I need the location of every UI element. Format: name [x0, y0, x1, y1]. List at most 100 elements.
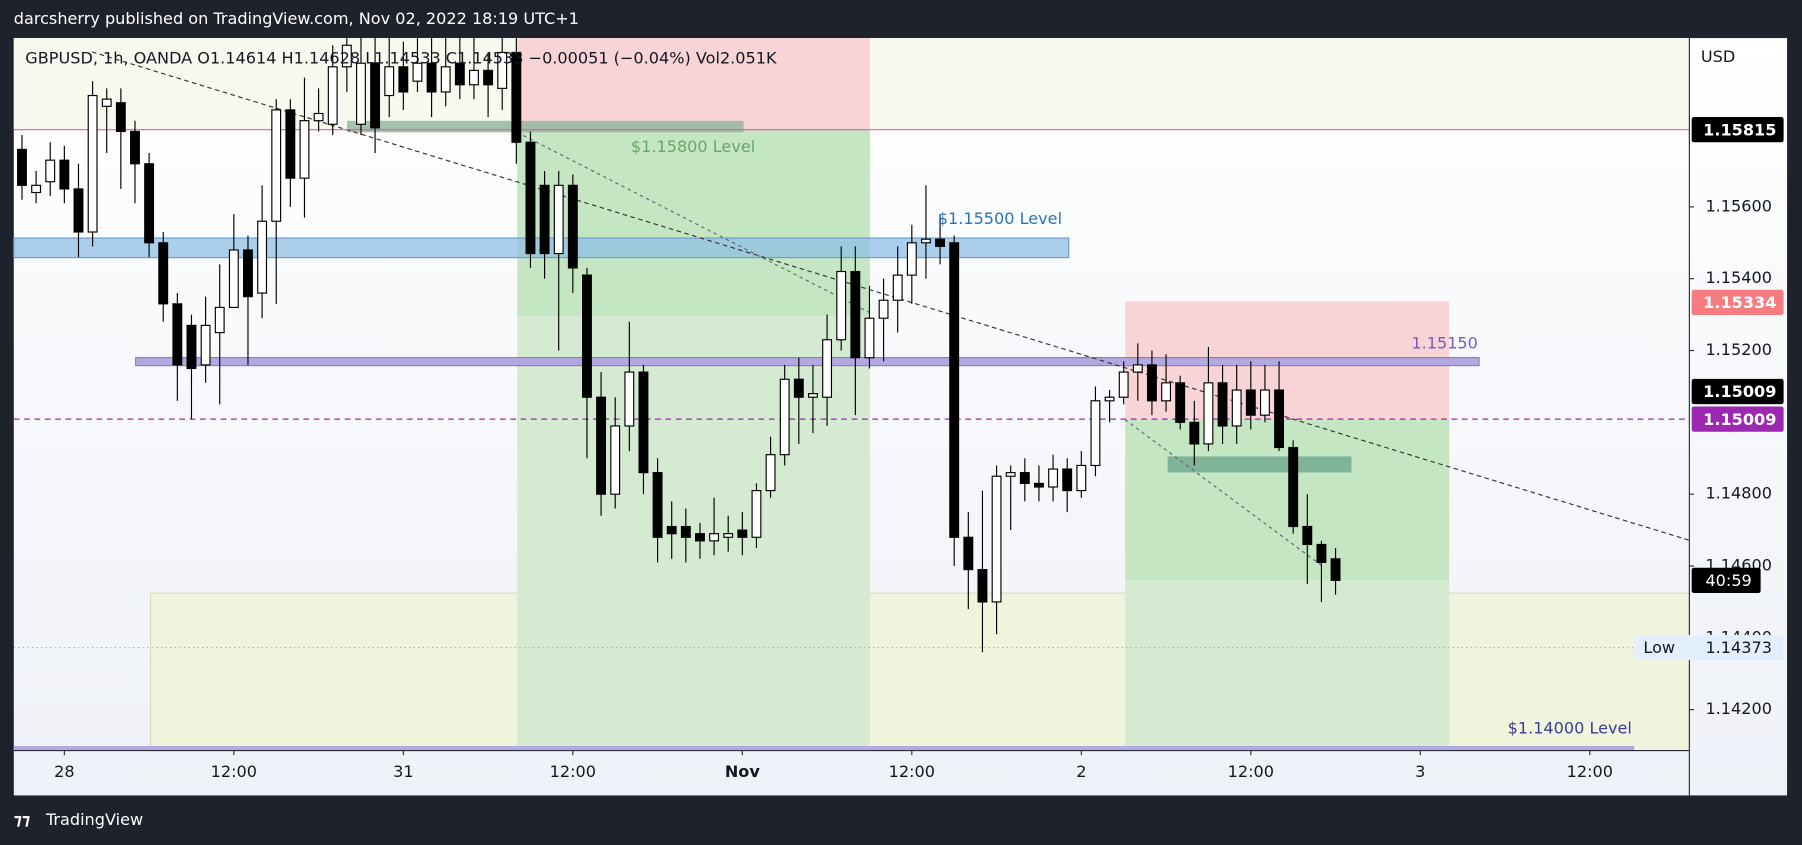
published: darcsherry published on TradingView.com,…	[14, 9, 579, 28]
candle-body	[906, 242, 917, 276]
zone	[149, 592, 1690, 752]
candle-body	[963, 536, 974, 571]
candle-body	[652, 472, 663, 538]
currency: USD	[1701, 47, 1735, 66]
candle-body	[186, 324, 197, 370]
level-zone	[347, 120, 744, 133]
price-marker-label: 1.15334	[1703, 293, 1776, 312]
candle-body	[214, 306, 225, 334]
candle-body	[285, 109, 296, 179]
candle-body	[511, 51, 522, 143]
candle-body	[836, 270, 847, 341]
candle-body	[257, 220, 268, 294]
low-value: 1.14373	[1705, 638, 1772, 657]
candle-body	[144, 163, 155, 244]
candle-body	[31, 184, 42, 194]
candle-body	[228, 249, 239, 309]
price-marker	[1691, 117, 1784, 143]
candle-body	[553, 184, 564, 255]
candle-body	[596, 396, 607, 495]
candle-body	[624, 371, 635, 427]
candle-body	[765, 454, 776, 492]
price-marker-label: 1.15009	[1703, 410, 1776, 429]
trend-line	[91, 51, 1690, 541]
candle-body	[695, 533, 705, 542]
candle-body	[567, 184, 578, 269]
brand: TradingView	[45, 810, 143, 829]
level-zone	[1167, 456, 1352, 473]
symbol-line: GBPUSD, 1h, OANDA O1.14614 H1.14628 L1.1…	[25, 48, 777, 67]
x-tick-label: Nov	[725, 762, 761, 781]
drawings	[13, 38, 1690, 752]
x-tick-label: 31	[393, 762, 413, 781]
y-tick-label: 1.14800	[1705, 484, 1772, 503]
candle-body	[920, 238, 931, 244]
target-zone	[1125, 419, 1450, 581]
annotation: $1.14000 Level	[1508, 718, 1632, 737]
candle-body	[1019, 472, 1030, 484]
candle-body	[1288, 446, 1299, 528]
candle-body	[1217, 382, 1228, 427]
candle-body	[158, 242, 169, 305]
candle-body	[313, 112, 324, 122]
candle-body	[737, 529, 748, 538]
candle-body	[497, 51, 508, 89]
y-tick-label: 1.15600	[1705, 196, 1772, 215]
level-zone	[135, 356, 1480, 367]
candle-body	[751, 490, 762, 538]
candle-body	[172, 303, 183, 366]
candle-body	[59, 159, 70, 190]
candle-body	[299, 120, 310, 179]
candle-body	[935, 238, 946, 247]
candle-body	[115, 102, 126, 133]
candle-body	[271, 109, 282, 222]
candle-body	[822, 339, 833, 398]
candle-body	[87, 94, 98, 233]
candle-body	[454, 62, 465, 86]
y-tick-label: 1.15200	[1705, 340, 1772, 359]
candle-body	[73, 188, 84, 233]
candle-body	[1274, 389, 1285, 449]
candle-body	[469, 69, 479, 86]
candle-body	[101, 98, 112, 107]
x-tick-label: 12:00	[1567, 762, 1613, 781]
stop-zone	[517, 38, 870, 131]
low-marker	[1634, 634, 1784, 661]
y-tick-label: 1.15400	[1705, 268, 1772, 287]
candle-body	[1316, 543, 1327, 563]
countdown: 40:59	[1705, 571, 1751, 590]
candle-body	[440, 66, 451, 93]
candle-body	[483, 69, 494, 86]
candle-body	[1146, 364, 1157, 402]
candle-body	[680, 525, 691, 538]
target-zone	[517, 316, 870, 751]
price-marker-label: 1.15009	[1703, 382, 1776, 401]
x-tick-label: 12:00	[211, 762, 257, 781]
candle-body	[1245, 389, 1256, 416]
level-zone	[13, 746, 1635, 751]
candle-body	[1302, 525, 1313, 546]
candle-body	[610, 425, 621, 495]
candle-body	[1104, 396, 1115, 402]
price-marker	[1691, 378, 1784, 405]
candle-body	[1062, 468, 1073, 492]
annotation: 1.15150	[1411, 333, 1478, 352]
candle-body	[807, 393, 818, 398]
candle-body	[977, 569, 988, 603]
x-tick-label: 2	[1076, 762, 1086, 781]
candle-body	[582, 274, 592, 398]
x-tick-label: 3	[1415, 762, 1425, 781]
brand-logo: ⁊⁊	[14, 810, 31, 829]
candle-body	[327, 66, 338, 125]
candle-body	[45, 159, 56, 183]
candle-body	[398, 66, 409, 93]
annotation: $1.15800 Level	[631, 137, 755, 156]
target-zone	[1125, 580, 1450, 751]
candle-body	[991, 475, 1002, 603]
candle-body	[878, 299, 889, 319]
candle-body	[539, 184, 550, 255]
candle-body	[666, 525, 677, 535]
price-marker-label: 1.15815	[1703, 120, 1776, 139]
candle-body	[638, 371, 649, 474]
